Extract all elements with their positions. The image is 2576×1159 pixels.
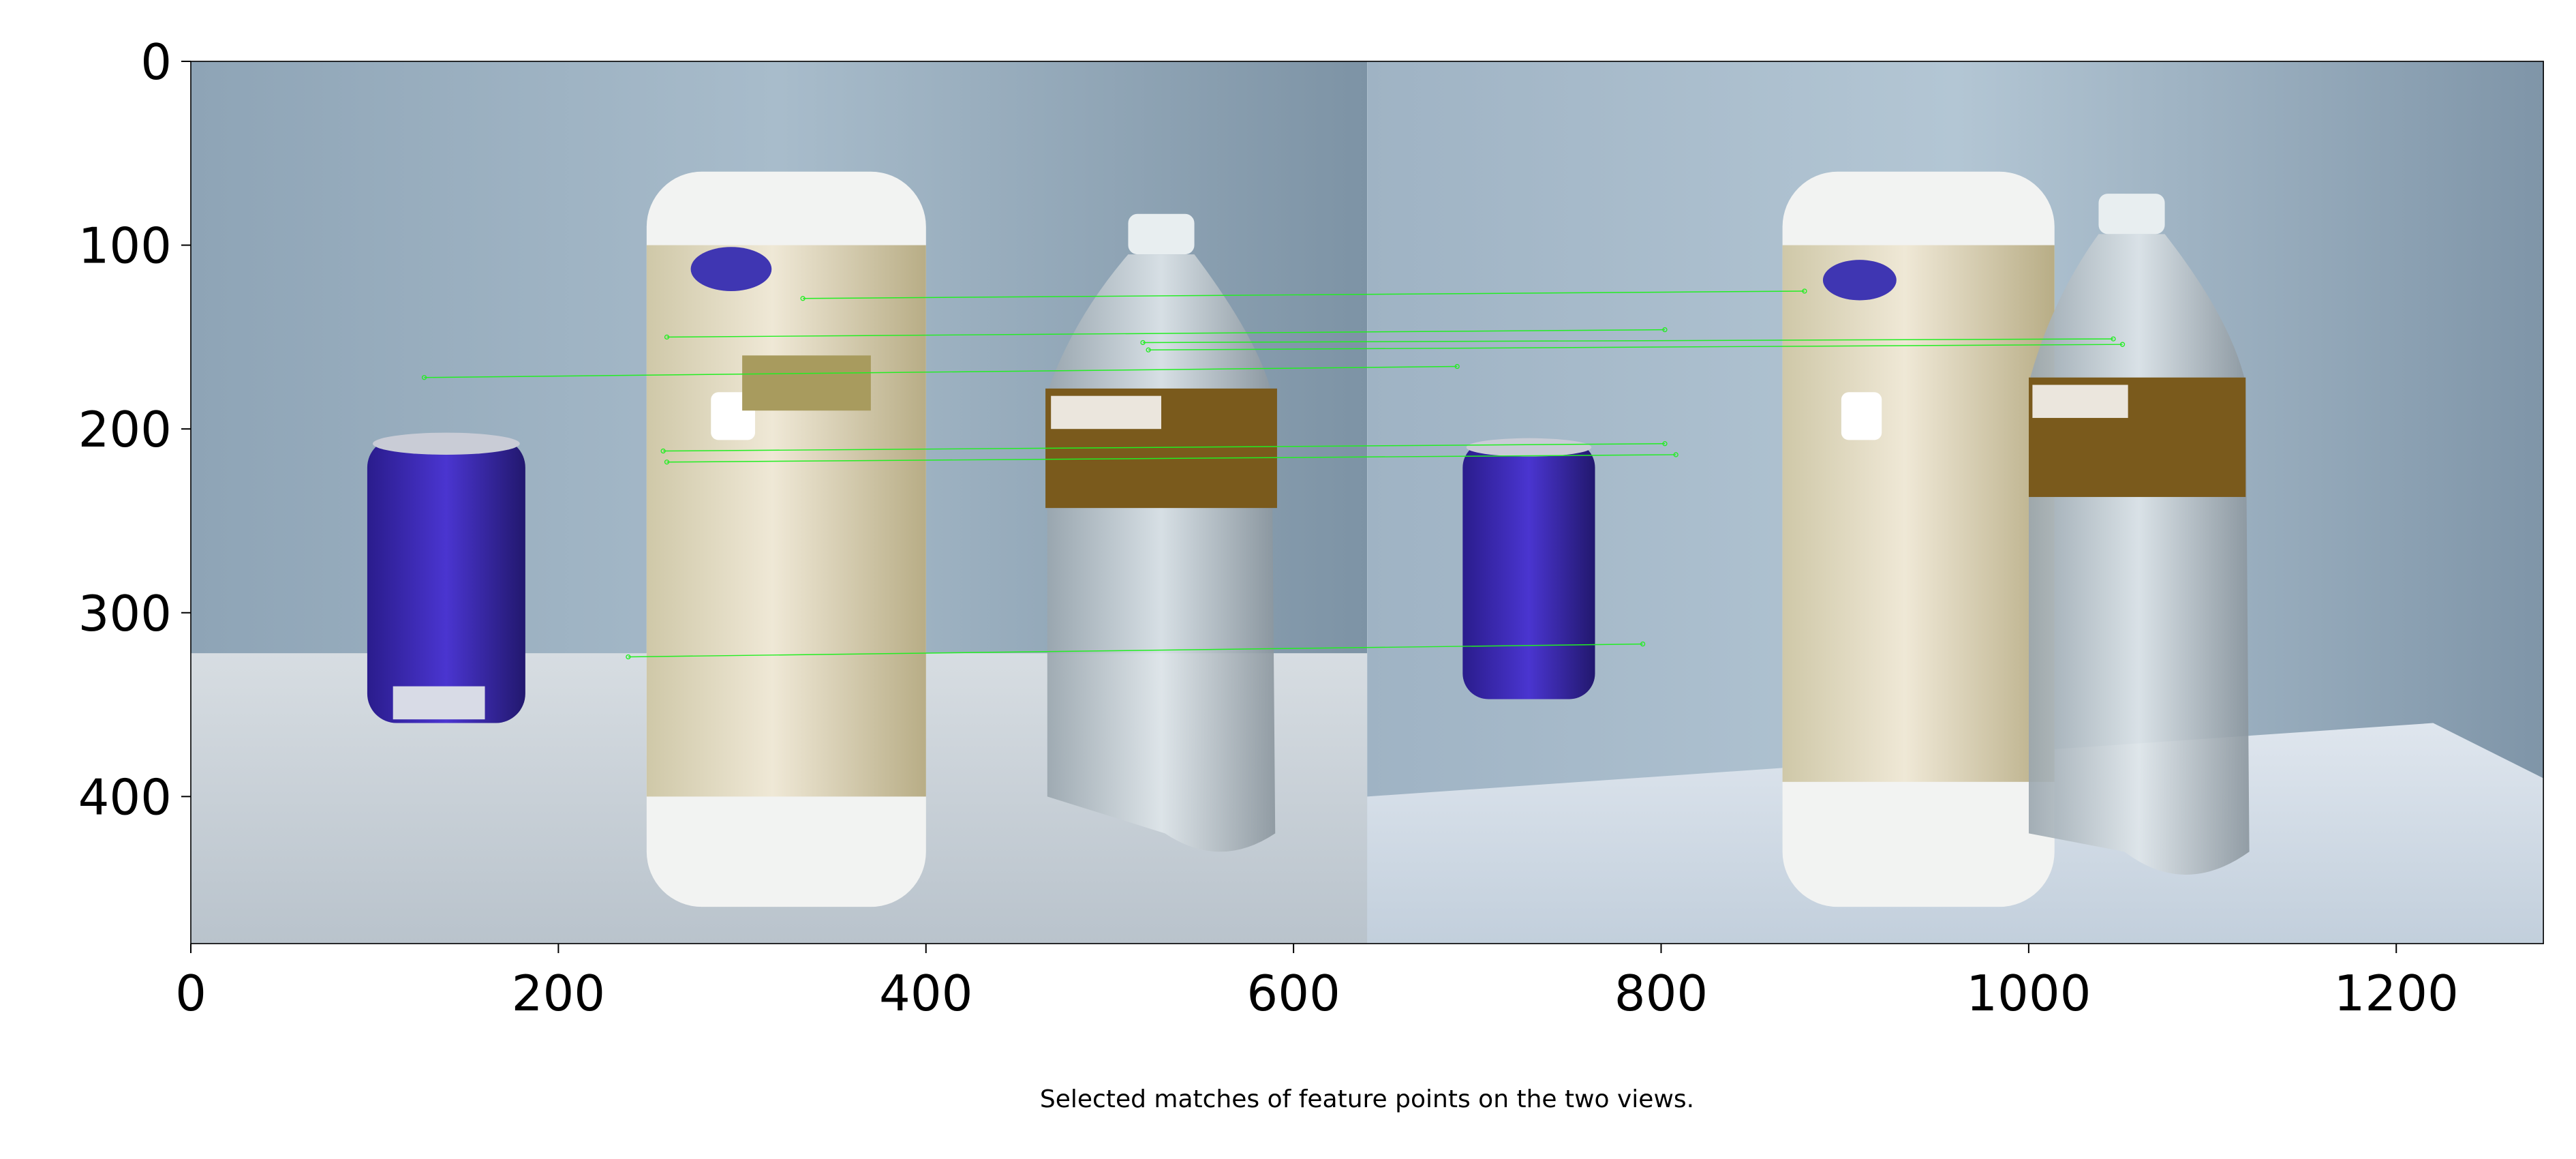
right-view-photo [1367, 61, 2544, 944]
match-point-left-1 [800, 296, 806, 301]
y-tick-label: 100 [78, 217, 172, 275]
match-point-right-3 [2111, 336, 2116, 342]
left-view-photo [191, 61, 1368, 944]
match-point-left-8 [626, 654, 631, 660]
match-point-left-2 [664, 334, 670, 340]
plot-area [190, 61, 2544, 944]
x-tick-label: 1000 [1966, 965, 2091, 1022]
water-bottle [2029, 194, 2250, 875]
match-point-left-4 [1146, 347, 1151, 352]
x-tick-label: 200 [512, 965, 605, 1022]
y-tick-label: 0 [140, 33, 172, 91]
x-tick-label: 0 [175, 965, 206, 1022]
figure-caption: Selected matches of feature points on th… [1040, 1085, 1694, 1113]
x-tick-label: 400 [879, 965, 972, 1022]
water-bottle [1045, 213, 1277, 852]
match-line-1 [803, 290, 1805, 299]
feature-matches [421, 288, 2126, 660]
wipes-canister [646, 171, 926, 907]
x-axis: 0 200 400 600 800 1000 1200 [175, 944, 2459, 1022]
match-point-left-7 [664, 460, 670, 465]
match-line-3 [1143, 338, 2114, 344]
y-tick-label: 400 [78, 768, 172, 826]
wipes-canister [1782, 171, 2055, 907]
soda-can [367, 432, 525, 723]
axes-frame [190, 61, 2544, 944]
match-line-8 [628, 643, 1643, 658]
match-point-left-5 [421, 375, 427, 380]
match-line-6 [663, 443, 1665, 452]
match-point-left-3 [1140, 340, 1146, 346]
soda-can [1462, 438, 1595, 699]
match-point-right-1 [1802, 288, 1807, 294]
match-point-right-5 [1454, 363, 1460, 370]
match-point-right-2 [1662, 327, 1668, 333]
match-line-4 [1148, 344, 2123, 351]
y-tick-label: 200 [78, 401, 172, 458]
match-line-5 [424, 365, 1458, 378]
x-tick-label: 600 [1246, 965, 1340, 1022]
match-point-right-4 [2119, 342, 2126, 347]
y-tick-label: 300 [78, 585, 172, 642]
match-line-7 [666, 454, 1676, 463]
match-point-left-6 [660, 448, 666, 454]
match-line-2 [666, 329, 1665, 338]
match-point-right-8 [1640, 641, 1646, 647]
x-tick-label: 800 [1614, 965, 1708, 1022]
x-tick-label: 1200 [2334, 965, 2459, 1022]
match-point-right-6 [1662, 441, 1668, 447]
match-point-right-7 [1673, 452, 1678, 457]
y-axis: 0 100 200 300 400 [78, 33, 191, 826]
